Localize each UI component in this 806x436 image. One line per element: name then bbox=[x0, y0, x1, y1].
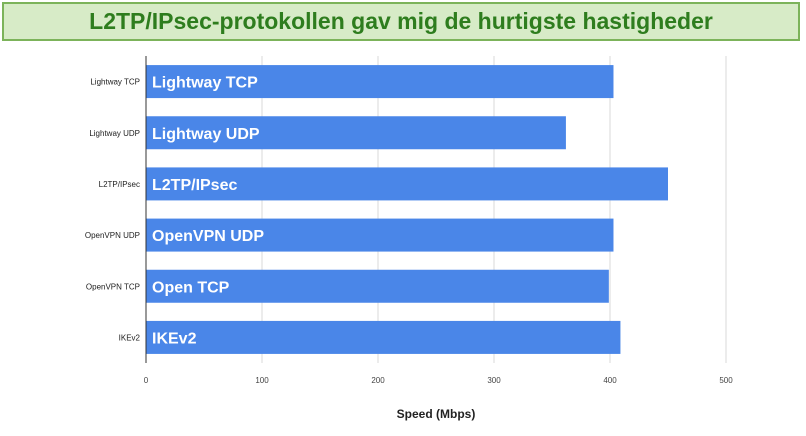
bar-2 bbox=[146, 116, 566, 150]
bar-3 bbox=[146, 167, 668, 201]
bar-6 bbox=[146, 320, 621, 354]
chart-title-banner: L2TP/IPsec-protokollen gav mig de hurtig… bbox=[2, 2, 800, 41]
data-label-3: L2TP/IPsec bbox=[152, 177, 237, 194]
x-tick-label-100: 100 bbox=[255, 376, 269, 385]
x-tick-label-200: 200 bbox=[371, 376, 385, 385]
data-label-6: IKEv2 bbox=[152, 330, 197, 347]
data-label-4: OpenVPN UDP bbox=[152, 228, 264, 245]
x-tick-label-400: 400 bbox=[603, 376, 617, 385]
chart-title: L2TP/IPsec-protokollen gav mig de hurtig… bbox=[89, 8, 713, 34]
x-tick-label-500: 500 bbox=[719, 376, 733, 385]
data-label-2: Lightway UDP bbox=[152, 126, 260, 143]
category-label-2: Lightway UDP bbox=[89, 129, 140, 138]
x-tick-label-0: 0 bbox=[144, 376, 149, 385]
bar-4 bbox=[146, 218, 614, 252]
data-label-1: Lightway TCP bbox=[152, 75, 258, 92]
category-label-3: L2TP/IPsec bbox=[99, 180, 140, 189]
data-label-5: Open TCP bbox=[152, 279, 230, 296]
category-label-4: OpenVPN UDP bbox=[85, 231, 140, 240]
x-tick-label-300: 300 bbox=[487, 376, 501, 385]
x-axis-title: Speed (Mbps) bbox=[397, 407, 476, 421]
category-label-6: IKEv2 bbox=[119, 333, 141, 342]
category-label-5: OpenVPN TCP bbox=[86, 282, 140, 291]
bar-5 bbox=[146, 269, 609, 303]
bar-1 bbox=[146, 65, 614, 99]
category-label-1: Lightway TCP bbox=[90, 78, 140, 87]
